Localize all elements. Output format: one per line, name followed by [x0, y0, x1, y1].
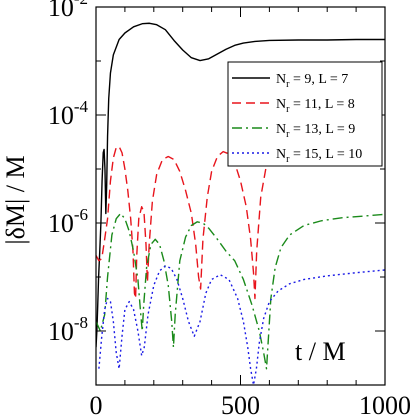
legend-label-text: = 13, L = 9 — [289, 122, 355, 137]
y-tick-exponent: -6 — [74, 205, 88, 224]
x-axis-label: t / M — [295, 337, 346, 366]
series-line-1 — [96, 22, 385, 348]
y-tick-label: 10-6 — [48, 205, 88, 238]
x-tick-label: 1000 — [359, 391, 411, 418]
legend: Nr = 9, L = 7Nr = 11, L = 8Nr = 13, L = … — [227, 61, 383, 167]
y-tick-exponent: -4 — [74, 97, 89, 116]
legend-label-3: Nr = 13, L = 9 — [276, 122, 355, 140]
legend-label-text: = 11, L = 8 — [289, 97, 354, 112]
y-tick-exponent: -8 — [74, 313, 88, 332]
legend-box — [227, 61, 383, 167]
series-line-2 — [96, 142, 385, 300]
legend-label-text: = 15, L = 10 — [289, 147, 362, 162]
series-line-4 — [98, 265, 385, 385]
legend-label-base: N — [276, 97, 286, 112]
legend-label-sub: r — [286, 104, 290, 115]
legend-label-text: = 9, L = 7 — [289, 72, 348, 87]
legend-label-sub: r — [286, 129, 290, 140]
y-tick-label: 10-2 — [48, 0, 88, 22]
series-layer — [96, 22, 385, 385]
legend-label-2: Nr = 11, L = 8 — [276, 97, 355, 115]
legend-label-1: Nr = 9, L = 7 — [276, 72, 348, 90]
x-tick-label: 500 — [221, 391, 260, 418]
legend-label-sub: r — [286, 79, 290, 90]
y-tick-label: 10-8 — [48, 313, 88, 346]
legend-label-4: Nr = 15, L = 10 — [276, 147, 362, 165]
legend-label-base: N — [276, 72, 286, 87]
legend-label-sub: r — [286, 154, 290, 165]
legend-label-base: N — [276, 122, 286, 137]
y-axis-label: |δM| / M — [1, 155, 30, 244]
x-tick-label: 0 — [90, 391, 103, 418]
legend-label-base: N — [276, 147, 286, 162]
series-line-3 — [96, 212, 385, 370]
tick-layer: 0 500 1000 10-8 10-6 10-4 10-2 — [48, 0, 411, 418]
y-tick-label: 10-4 — [48, 97, 89, 130]
y-tick-exponent: -2 — [74, 0, 88, 8]
